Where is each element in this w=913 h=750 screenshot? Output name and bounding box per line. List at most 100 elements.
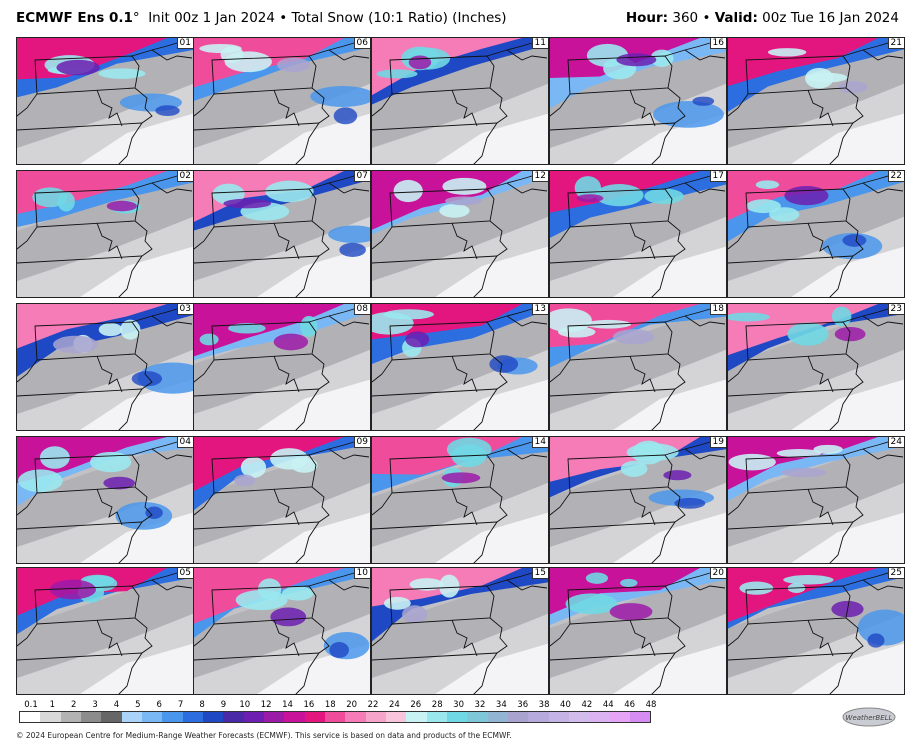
colorbar-swatch — [40, 712, 61, 722]
member-number: 12 — [531, 171, 548, 182]
colorbar-swatch — [467, 712, 488, 722]
colorbar-tick-label: 40 — [560, 700, 571, 710]
member-number: 18 — [709, 304, 726, 315]
product-name: Total Snow (10:1 Ratio) (Inches) — [291, 10, 507, 26]
colorbar-tick-label: 0.1 — [24, 700, 38, 710]
snowfall-map — [728, 437, 904, 563]
colorbar-swatch — [80, 712, 102, 722]
degree-symbol: ° — [132, 10, 140, 26]
header-separator: • — [702, 10, 711, 26]
colorbar-swatch — [385, 712, 407, 722]
colorbar-tick-label: 46 — [624, 700, 636, 710]
member-number: 21 — [887, 38, 904, 49]
colorbar-tick-label: 28 — [431, 700, 443, 710]
member-number: 07 — [353, 171, 370, 182]
svg-text:WeatherBELL: WeatherBELL — [846, 714, 893, 722]
member-number: 05 — [176, 568, 193, 579]
member-number: 19 — [709, 437, 726, 448]
snowfall-map — [194, 38, 370, 164]
ensemble-member-panel: 04 — [16, 436, 194, 564]
colorbar-tick-label: 1 — [49, 700, 56, 710]
colorbar-tick-label: 22 — [367, 700, 379, 710]
member-number: 16 — [709, 38, 726, 49]
colorbar-swatch — [304, 712, 325, 722]
colorbar-swatch — [507, 712, 529, 722]
member-number: 04 — [176, 437, 193, 448]
colorbar-swatch — [446, 712, 468, 722]
colorbar-tick-label: 38 — [538, 700, 550, 710]
colorbar-swatch — [406, 712, 427, 722]
ensemble-member-panel: 03 — [16, 303, 194, 431]
snowfall-map — [372, 568, 548, 694]
member-number: 01 — [176, 38, 193, 49]
snowfall-map — [728, 38, 904, 164]
ensemble-member-panel: 23 — [727, 303, 905, 431]
snowfall-map — [728, 568, 904, 694]
colorbar-tick-label: 34 — [495, 700, 507, 710]
colorbar-tick-label: 24 — [389, 700, 400, 710]
colorbar-swatch — [202, 712, 224, 722]
snowfall-map — [550, 304, 726, 430]
member-number: 02 — [176, 171, 193, 182]
snowfall-map — [17, 437, 193, 563]
colorbar-tick-label: 5 — [135, 700, 141, 710]
colorbar-swatch — [568, 712, 590, 722]
colorbar-swatch — [182, 712, 203, 722]
snowfall-map — [17, 568, 193, 694]
colorbar-tick-label: 9 — [220, 700, 227, 710]
colorbar-tick-label: 8 — [199, 700, 205, 710]
hour-label: Hour: — [625, 10, 669, 26]
forecast-hour: 360 — [672, 10, 699, 26]
ensemble-member-panel: 18 — [549, 303, 727, 431]
init-time: Init 00z 1 Jan 2024 — [148, 10, 275, 26]
snowfall-map — [17, 171, 193, 297]
colorbar-tick-label: 42 — [581, 700, 593, 710]
colorbar-tick-label: 10 — [239, 700, 251, 710]
member-number: 24 — [887, 437, 904, 448]
ensemble-member-panel: 09 — [193, 436, 371, 564]
ensemble-member-panel: 06 — [193, 37, 371, 165]
colorbar-tick-label: 26 — [410, 700, 422, 710]
colorbar-tick-label: 2 — [71, 700, 77, 710]
colorbar-labels: 0.1 1 2 3 4 5 6 7 8 9 10 12 14 16 18 20 22 24 26 28 30 32 34 36… — [19, 700, 659, 711]
colorbar-tick-label: 20 — [346, 700, 358, 710]
ensemble-member-panel: 15 — [371, 567, 549, 695]
snowfall-map — [728, 171, 904, 297]
colorbar-tick-label: 48 — [645, 700, 657, 710]
colorbar-swatch — [487, 712, 508, 722]
colorbar-swatch — [121, 712, 142, 722]
colorbar-tick-label: 30 — [453, 700, 464, 710]
colorbar-swatch — [629, 712, 651, 722]
ensemble-member-panel: 13 — [371, 303, 549, 431]
snowfall-map — [194, 568, 370, 694]
member-number: 20 — [709, 568, 726, 579]
colorbar-swatch — [324, 712, 346, 722]
colorbar-swatch — [60, 712, 81, 722]
snowfall-map — [17, 304, 193, 430]
colorbar-tick-label: 6 — [156, 700, 162, 710]
ensemble-member-panel: 19 — [549, 436, 727, 564]
colorbar-tick-label: 44 — [602, 700, 614, 710]
weatherbell-logo: WeatherBELL — [842, 707, 896, 727]
snowfall-map — [194, 304, 370, 430]
colorbar-swatch — [426, 712, 447, 722]
snowfall-map — [550, 38, 726, 164]
snowfall-map — [372, 171, 548, 297]
colorbar-tick-label: 16 — [303, 700, 315, 710]
title-separator: • — [279, 10, 288, 26]
snowfall-map — [372, 437, 548, 563]
colorbar-tick-label: 18 — [324, 700, 336, 710]
ensemble-member-panel: 12 — [371, 170, 549, 298]
member-number: 17 — [709, 171, 726, 182]
colorbar-tick-label: 12 — [260, 700, 272, 710]
colorbar-tick-label: 7 — [177, 700, 184, 710]
snowfall-map — [194, 171, 370, 297]
colorbar-tick-label: 14 — [282, 700, 293, 710]
colorbar-swatch — [141, 712, 163, 722]
member-number: 06 — [353, 38, 370, 49]
snowfall-colorbar — [19, 711, 651, 723]
colorbar-swatch — [528, 712, 549, 722]
member-number: 11 — [531, 38, 548, 49]
snowfall-map — [372, 38, 548, 164]
ensemble-member-panel: 25 — [727, 567, 905, 695]
